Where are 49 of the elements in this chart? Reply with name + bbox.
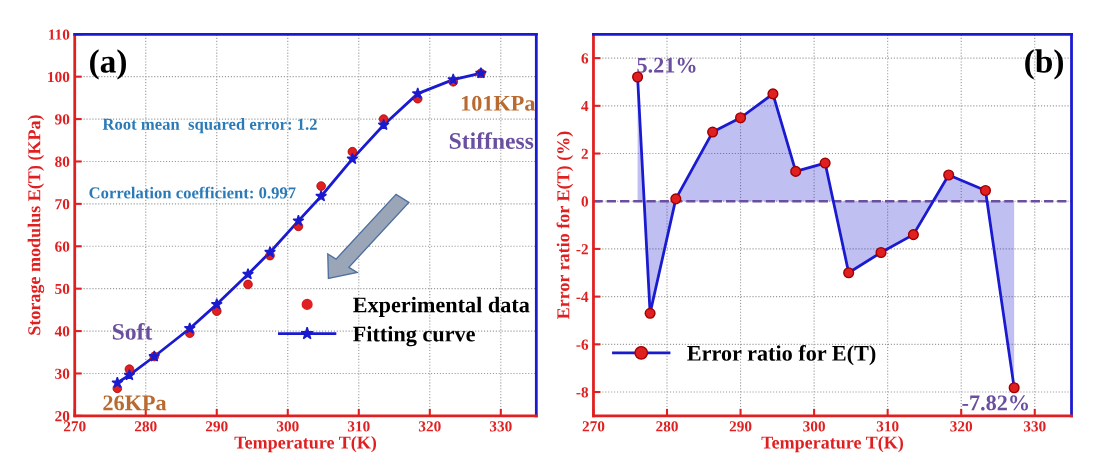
annotation: 5.21% (637, 57, 696, 73)
y-tick-label: 2 (581, 148, 588, 159)
y-tick-label: -4 (576, 291, 589, 302)
y-axis-title: Error ratio for E(T) (%) (556, 131, 574, 320)
annotation: (a) (90, 49, 126, 80)
y-tick-label: -8 (576, 387, 589, 398)
x-tick-label: 280 (134, 421, 157, 432)
annotation: Soft (112, 322, 153, 340)
x-tick-label: 320 (418, 421, 441, 432)
y-tick-label: 80 (55, 156, 70, 167)
x-tick-label: 330 (489, 421, 512, 432)
y-tick-label: 50 (55, 283, 70, 295)
x-tick-label: 270 (582, 421, 605, 432)
y-tick-label: 70 (55, 199, 70, 210)
x-axis-title: Temperature T(K) (761, 435, 904, 453)
y-tick-label: 4 (581, 101, 589, 112)
x-tick-label: 290 (729, 421, 752, 432)
annotation: Correlation coefficient: 0.997 (89, 186, 296, 199)
legend-label: Error ratio for E(T) (687, 344, 876, 366)
y-tick-label: 30 (55, 368, 70, 379)
y-tick-label: 110 (49, 29, 70, 40)
y-tick-label: 60 (55, 241, 70, 252)
annotation: -7.82% (962, 395, 1028, 411)
x-tick-label: 310 (876, 421, 899, 432)
annotation: Root mean squared error: 1.2 (102, 118, 317, 134)
x-tick-label: 280 (656, 421, 678, 432)
x-tick-label: 300 (803, 421, 825, 432)
x-tick-label: 270 (63, 421, 86, 432)
x-tick-label: 320 (950, 421, 973, 432)
y-tick-label: 6 (581, 53, 589, 64)
y-tick-label: -6 (576, 339, 589, 350)
y-tick-label: 40 (54, 326, 70, 337)
annotation: (b) (1025, 49, 1063, 80)
annotation: 101KPa (461, 95, 536, 111)
y-axis-title: Storage modulus E(T) (KPa) (27, 115, 45, 335)
x-tick-label: 330 (1023, 421, 1046, 432)
y-tick-label: 20 (55, 411, 70, 422)
y-tick-label: 90 (55, 114, 70, 125)
annotation: 26KPa (103, 395, 167, 411)
y-tick-label: 0 (581, 196, 589, 207)
legend-label: Fitting curve (353, 325, 475, 347)
x-tick-label: 300 (276, 421, 299, 432)
y-tick-label: -2 (576, 244, 588, 255)
x-tick-label: 290 (205, 421, 228, 432)
annotation: Stiffness (449, 132, 534, 149)
y-tick-label: 100 (48, 71, 70, 83)
x-axis-title: Temperature T(K) (234, 435, 377, 453)
x-tick-label: 310 (347, 421, 370, 432)
legend-label: Experimental data (353, 296, 530, 317)
